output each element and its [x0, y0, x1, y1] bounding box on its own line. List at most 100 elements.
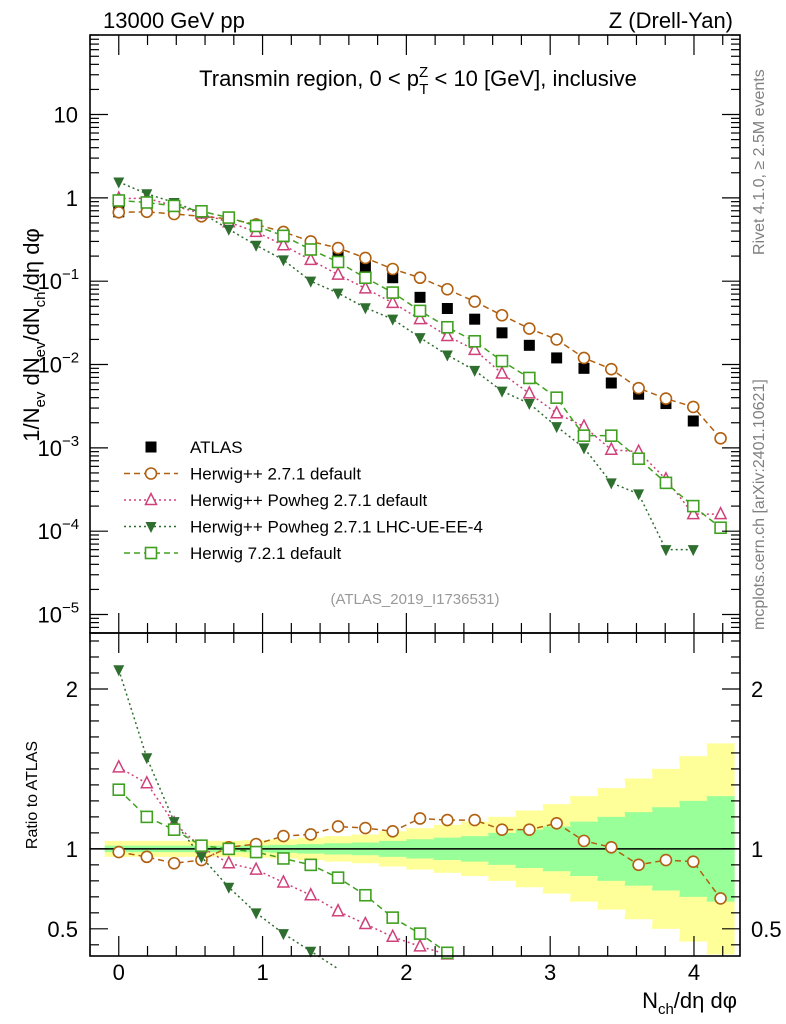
ratio-data-point	[113, 665, 125, 677]
title-text-post: < 10 [GeV], inclusive	[428, 66, 637, 91]
data-point	[195, 204, 208, 218]
ylabel-part-a: 1/N	[19, 407, 44, 441]
legend-marker	[145, 441, 157, 453]
data-point	[523, 322, 536, 335]
series-line	[118, 197, 721, 515]
data-point	[331, 241, 345, 255]
data-point	[496, 327, 508, 339]
legend-label: Herwig 7.2.1 default	[190, 544, 341, 563]
main-y-tick-label: 10	[38, 436, 62, 461]
data-point	[551, 422, 563, 434]
legend-marker	[145, 522, 157, 533]
main-y-tick-label: 10	[38, 603, 62, 628]
data-point	[467, 341, 482, 356]
ratio-data-point	[386, 824, 400, 838]
data-point	[441, 303, 453, 315]
ratio-data-point	[195, 852, 207, 864]
rivet-version-label: Rivet 4.1.0, ≥ 2.5M events	[751, 69, 768, 255]
data-point	[223, 224, 235, 236]
legend-item-herwig-powheg-2-7-1-default: Herwig++ Powheg 2.7.1 default	[124, 491, 427, 510]
ratio-y-tick-label-right: 2	[751, 677, 763, 702]
legend-item-herwig-2-7-1-default: Herwig++ 2.7.1 default	[124, 465, 361, 484]
ylabel-part-d: /dη dφ	[19, 228, 44, 291]
title-sup-z: Z	[419, 64, 428, 81]
data-point	[550, 333, 563, 346]
main-y-tick-label: 10	[38, 519, 62, 544]
ratio-data-point	[140, 810, 154, 824]
mcplots-reference-label: mcplots.cern.ch [arXiv:2401.10621]	[751, 379, 768, 630]
data-point	[141, 189, 153, 201]
data-point	[469, 313, 481, 325]
legend-marker	[144, 491, 158, 506]
ratio-uncertainty-bands	[90, 743, 740, 955]
x-tick-label: 3	[544, 960, 556, 985]
data-point	[632, 381, 645, 395]
data-point	[604, 429, 618, 442]
series-herwig-7-2-1-default	[112, 194, 727, 535]
legend-label: Herwig++ Powheg 2.7.1 default	[190, 491, 427, 510]
main-y-tick-exponent: −5	[62, 600, 79, 617]
data-point	[659, 392, 673, 405]
ratio-y-tick-label: 2	[66, 677, 78, 702]
legend-item-atlas: ATLAS	[145, 438, 243, 457]
ratio-data-point	[112, 783, 126, 797]
data-point	[604, 362, 618, 376]
data-point	[332, 288, 344, 300]
data-point	[441, 282, 454, 296]
series-atlas	[113, 204, 699, 427]
data-point	[304, 243, 318, 256]
ratio-data-point	[304, 887, 318, 901]
data-point	[605, 377, 617, 389]
header: 13000 GeV pp Z (Drell-Yan)	[103, 8, 733, 33]
data-point	[604, 441, 619, 455]
ratio-data-point	[304, 858, 318, 872]
title-sub-t: T	[419, 81, 428, 98]
ratio-series-line	[118, 669, 339, 970]
data-point	[551, 352, 563, 364]
ratio-data-point	[468, 813, 481, 827]
ratio-data-point	[413, 927, 427, 940]
data-point	[414, 291, 426, 303]
data-point	[686, 400, 700, 414]
ylabel-sub-c: ch	[32, 291, 49, 307]
ratio-data-point	[441, 813, 454, 827]
title-text-pre: Transmin region, 0 < p	[199, 66, 419, 91]
main-y-tick-exponent: −3	[62, 433, 79, 450]
ratio-data-point	[277, 852, 290, 865]
data-point	[386, 262, 400, 276]
data-point	[359, 303, 371, 315]
ratio-data-marks	[112, 665, 727, 970]
ratio-data-point	[112, 759, 126, 773]
data-point	[359, 271, 372, 285]
ratio-data-point	[331, 871, 345, 884]
ratio-y-axis-label: Ratio to ATLAS	[24, 741, 41, 849]
ratio-y-axis: 0.5 0.5 1 1 2 2	[47, 640, 782, 946]
data-point	[633, 489, 645, 501]
legend-item-herwig-7-2-1-default: Herwig 7.2.1 default	[124, 544, 341, 563]
main-y-tick-exponent: −2	[62, 350, 79, 367]
ratio-y-tick-label-right: 0.5	[751, 917, 782, 942]
ratio-data-point	[223, 882, 235, 894]
data-point	[686, 499, 700, 513]
ratio-data-point	[714, 892, 727, 905]
legend: ATLAS Herwig++ 2.7.1 default Herwig++ Powh…	[124, 438, 483, 563]
main-y-tick-label: 10	[38, 353, 62, 378]
main-x-ticks	[89, 35, 724, 633]
xlabel-part-b: /dη dφ	[674, 988, 737, 1013]
data-point	[660, 545, 672, 557]
legend-label: ATLAS	[190, 438, 243, 457]
data-point	[714, 432, 727, 445]
x-tick-label: 1	[256, 960, 268, 985]
data-point	[523, 399, 535, 411]
ratio-data-point	[222, 855, 236, 869]
series-herwig-2-7-1-default	[112, 205, 727, 445]
data-point	[331, 266, 345, 280]
ratio-data-point	[277, 929, 289, 941]
data-point	[495, 365, 509, 379]
main-title: Transmin region, 0 < pZ T < 10 [GeV], inc…	[199, 64, 637, 98]
ylabel-part-b: dN	[19, 357, 44, 391]
main-y-tick-exponent: −1	[62, 266, 79, 283]
series-line	[118, 211, 722, 439]
legend-label: Herwig++ Powheg 2.7.1 LHC-UE-EE-4	[190, 518, 483, 537]
